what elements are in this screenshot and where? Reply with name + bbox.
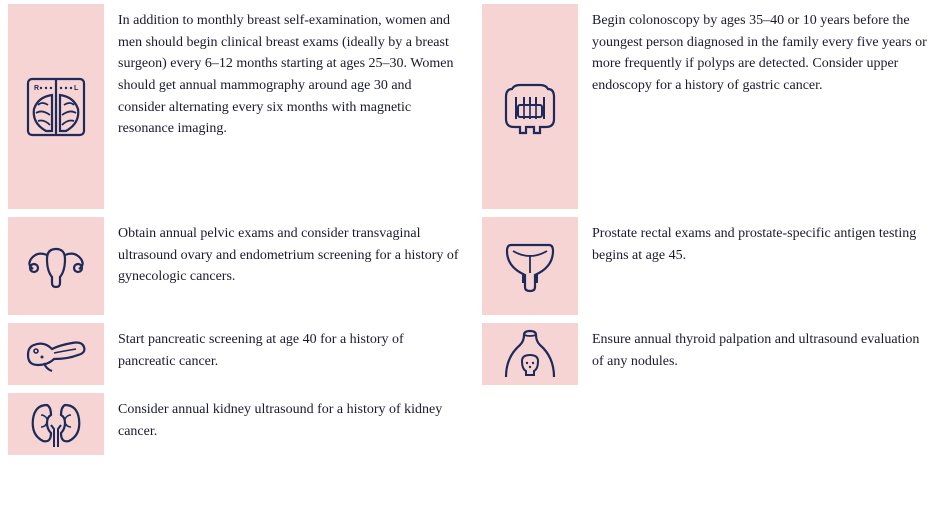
prostate-icon [503,237,557,295]
pancreas-icon [24,333,88,375]
item-text-thyroid: Ensure annual thyroid palpation and ultr… [592,323,940,372]
icon-box-breast: R L [8,4,104,209]
uterus-icon [25,241,87,291]
kidney-icon [27,397,85,451]
item-colon: Begin colonoscopy by ages 35–40 or 10 ye… [482,4,940,209]
screening-grid: R L In addition to monthly breast self-e… [8,4,940,455]
item-gyn: Obtain annual pelvic exams and consider … [8,217,466,315]
svg-text:L: L [74,85,79,92]
item-breast: R L In addition to monthly breast self-e… [8,4,466,209]
item-text-pancreas: Start pancreatic screening at age 40 for… [118,323,466,372]
icon-box-thyroid [482,323,578,385]
colon-icon [498,75,562,139]
item-text-breast: In addition to monthly breast self-exami… [118,4,466,140]
svg-text:R: R [34,85,39,92]
item-text-prostate: Prostate rectal exams and prostate-speci… [592,217,940,266]
mammogram-icon: R L [24,75,88,139]
icon-box-pancreas [8,323,104,385]
item-text-gyn: Obtain annual pelvic exams and consider … [118,217,466,288]
icon-box-kidney [8,393,104,455]
item-pancreas: Start pancreatic screening at age 40 for… [8,323,466,385]
item-prostate: Prostate rectal exams and prostate-speci… [482,217,940,315]
item-kidney: Consider annual kidney ultrasound for a … [8,393,466,455]
icon-box-prostate [482,217,578,315]
item-thyroid: Ensure annual thyroid palpation and ultr… [482,323,940,385]
item-text-kidney: Consider annual kidney ultrasound for a … [118,393,466,442]
icon-box-gyn [8,217,104,315]
item-text-colon: Begin colonoscopy by ages 35–40 or 10 ye… [592,4,940,97]
icon-box-colon [482,4,578,209]
thyroid-icon [500,327,560,381]
